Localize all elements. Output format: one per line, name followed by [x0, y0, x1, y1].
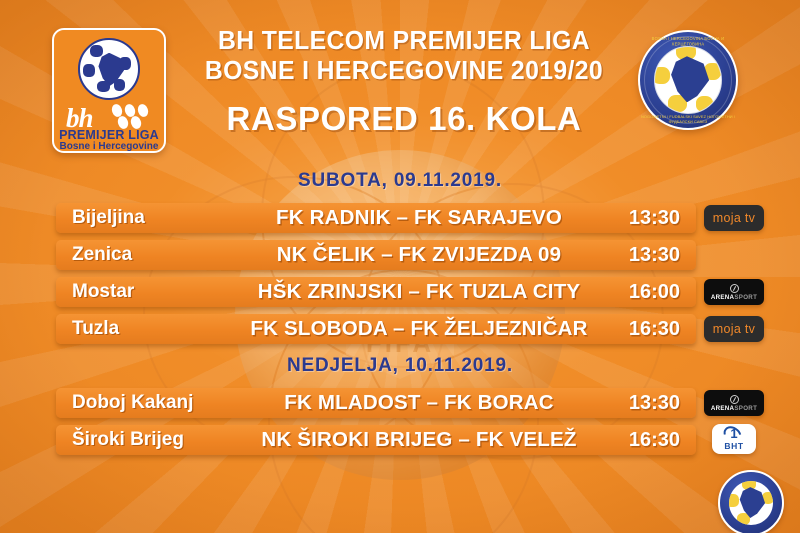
match-time: 13:30	[628, 244, 680, 266]
crest-ball-patch	[655, 66, 670, 84]
footer-crest-ball-patch	[729, 494, 739, 507]
league-logo-line1: PREMIJER LIGA	[59, 128, 159, 142]
crest-ball-patch	[676, 47, 696, 61]
match-city: Zenica	[72, 244, 133, 265]
footer-crest-ball-patch	[742, 481, 757, 490]
match-time: 16:30	[628, 429, 680, 451]
match-city: Tuzla	[72, 318, 120, 339]
broadcaster-badge-arenasport[interactable]: ARENASPORT	[704, 390, 764, 416]
header-titles: BH TELECOM PREMIJER LIGA BOSNE I HERCEGO…	[178, 26, 630, 138]
match-time: 13:30	[628, 392, 680, 414]
match-fixture: NK ŠIROKI BRIJEG – FK VELEŽ	[261, 428, 577, 451]
crest-ring	[644, 36, 732, 124]
match-row[interactable]: Široki Brijeg NK ŠIROKI BRIJEG – FK VELE…	[56, 425, 696, 455]
footer-crest-ball-patch	[736, 512, 751, 525]
match-time: 16:30	[628, 318, 680, 340]
crest-ball-patch	[703, 62, 721, 80]
day-heading-sunday: NEDJELJA, 10.11.2019.	[287, 355, 513, 376]
broadcaster-badge-bht1[interactable]: 1 BHT	[712, 424, 756, 454]
nsbih-crest-footer	[718, 470, 784, 533]
poster-header: bh PREMIJER LIGA Bosne i Hercegovine BH …	[0, 0, 800, 160]
bh-wordmark: bh	[66, 103, 94, 133]
match-row[interactable]: Mostar HŠK ZRINJSKI – FK TUZLA CITY 16:0…	[56, 277, 696, 307]
footer-crest-football-icon	[729, 481, 773, 525]
match-time: 16:00	[628, 281, 680, 303]
match-fixture: FK SLOBODA – FK ŽELJEZNIČAR	[250, 317, 588, 340]
broadcaster-badge-arenasport[interactable]: ARENASPORT	[704, 279, 764, 305]
match-fixture: HŠK ZRINJSKI – FK TUZLA CITY	[257, 280, 581, 303]
crest-football-icon	[654, 46, 722, 114]
match-city: Mostar	[72, 281, 135, 302]
match-city: Bijeljina	[72, 207, 145, 228]
bh-telecom-dots-icon	[110, 102, 152, 131]
match-row[interactable]: Zenica NK ČELIK – FK ZVIJEZDA 09 13:30	[56, 240, 696, 270]
moja-tv-logo-text: moja tv	[712, 211, 756, 225]
logo-ring	[78, 38, 140, 100]
match-fixture: FK RADNIK – FK SARAJEVO	[276, 206, 562, 229]
footer-crest-ball-patch	[761, 491, 773, 504]
match-row[interactable]: Doboj Kakanj FK MLADOST – FK BORAC 13:30	[56, 388, 696, 418]
match-city: Doboj Kakanj	[72, 392, 194, 413]
match-fixture: NK ČELIK – FK ZVIJEZDA 09	[276, 243, 562, 266]
match-city: Široki Brijeg	[72, 429, 184, 450]
premijer-liga-logo: bh PREMIJER LIGA Bosne i Hercegovine	[52, 28, 166, 153]
arenasport-logo-text: ARENASPORT	[710, 404, 758, 412]
arenasport-mark-icon	[729, 394, 739, 404]
crest-ball-patch	[668, 94, 687, 112]
match-fixture: FK MLADOST – FK BORAC	[284, 391, 554, 414]
bht1-number: 1	[730, 426, 738, 441]
moja-tv-logo-text: moja tv	[712, 322, 756, 336]
match-row[interactable]: Tuzla FK SLOBODA – FK ŽELJEZNIČAR 16:30	[56, 314, 696, 344]
broadcaster-badge-moja-tv[interactable]: moja tv	[704, 205, 764, 231]
league-logo-line2: Bosne i Hercegovine	[59, 141, 159, 152]
day-heading-saturday: SUBOTA, 09.11.2019.	[298, 170, 502, 191]
arenasport-mark-icon	[729, 283, 739, 293]
title-line-1: BH TELECOM PREMIJER LIGA	[217, 27, 591, 55]
match-time: 13:30	[628, 207, 680, 229]
arenasport-logo-text: ARENASPORT	[710, 293, 758, 301]
match-row[interactable]: Bijeljina FK RADNIK – FK SARAJEVO 13:30	[56, 203, 696, 233]
title-line-3: RASPORED 16. KOLA	[226, 100, 582, 137]
crest-ball-patch	[695, 95, 714, 112]
broadcaster-badge-moja-tv[interactable]: moja tv	[704, 316, 764, 342]
bht1-label: BHT	[724, 441, 744, 451]
title-line-2: BOSNE I HERCEGOVINE 2019/20	[204, 57, 604, 85]
nsbih-federation-crest: BOSNA I HERCEGOVINA БОСНА И ХЕРЦЕГОВИНА …	[638, 30, 738, 130]
